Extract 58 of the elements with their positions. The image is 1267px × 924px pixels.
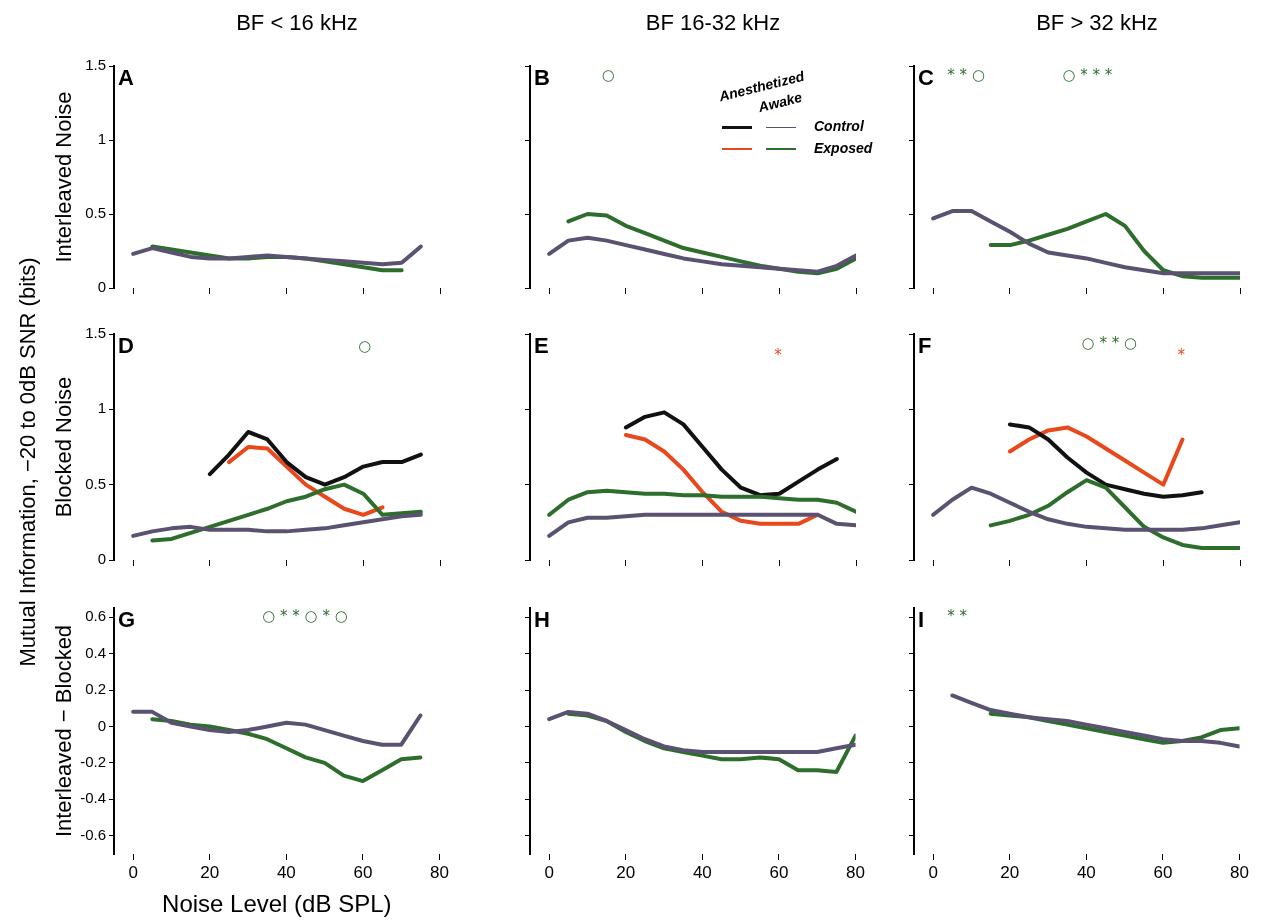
y-tick-label: 0.6 [85,607,106,625]
x-tick-label: 60 [769,862,789,882]
y-tick-label: 1.5 [85,324,106,342]
chart-subtitle: BF > 32 kHz [1035,10,1159,36]
annotation: * * [947,607,968,625]
annotation: ○ * * ○ [1081,334,1138,353]
chart-title: A [118,65,134,91]
y-tick-label: 1 [97,399,106,417]
y-tick-label: 1 [97,130,106,148]
y-tick-label: 0 [97,278,106,296]
chart-title: B [534,65,550,91]
y-tick-label: 0.5 [85,474,106,492]
annotation: * * ○ [947,66,985,85]
x-tick-label: 0 [544,862,554,882]
x-tick-label: 40 [1076,862,1096,882]
y-tick-label: 1.5 [85,56,106,74]
annotation: * [774,346,783,365]
x-tick-label: 80 [1230,862,1250,882]
chart-title: F [918,333,932,359]
x-tick-label: 40 [692,862,712,882]
chart-title: E [534,333,549,359]
chart-title: C [918,65,934,91]
y-tick-label: -0.2 [80,753,106,771]
text: Mutual Information, −20 to 0dB SNR (bits) [14,257,41,667]
y-tick-label: 0.5 [85,204,106,222]
annotation: Control [814,118,864,134]
chart-title: I [918,607,925,633]
x-tick-label: 60 [1153,862,1173,882]
x-tick-label: 0 [928,862,938,882]
y-axis-title: Interleaved Noise [51,91,77,263]
y-tick-label: 0 [97,550,106,568]
x-tick-label: 20 [1000,862,1020,882]
x-tick-label: 0 [128,862,138,882]
annotation: ○ [601,66,615,85]
y-tick-label: -0.6 [80,825,106,843]
x-tick-label: 20 [200,862,220,882]
x-tick-label: 40 [276,862,296,882]
annotation: Exposed [814,140,873,156]
x-tick-label: 80 [846,862,866,882]
annotation: * [1177,346,1186,365]
annotation: ○ * * * [1062,66,1113,85]
y-tick-label: -0.4 [80,789,106,807]
chart-title: G [118,607,136,633]
annotation: ○ * * ○ * ○ [262,607,348,625]
x-tick-label: 60 [353,862,373,882]
y-tick-label: 0.2 [85,680,106,698]
y-tick-label: 0 [97,716,106,734]
chart-subtitle: BF < 16 kHz [235,10,359,36]
chart-title: H [534,607,550,633]
x-axis-title: Noise Level (dB SPL) [162,890,392,918]
y-tick-label: 0.4 [85,643,106,661]
y-axis-title: Blocked Noise [51,376,77,518]
annotation: ○ [358,337,372,356]
chart-subtitle: BF 16-32 kHz [644,10,782,36]
chart-title: D [118,333,134,359]
x-tick-label: 80 [430,862,450,882]
y-axis-title: Interleaved − Blocked [51,624,77,838]
x-tick-label: 20 [616,862,636,882]
